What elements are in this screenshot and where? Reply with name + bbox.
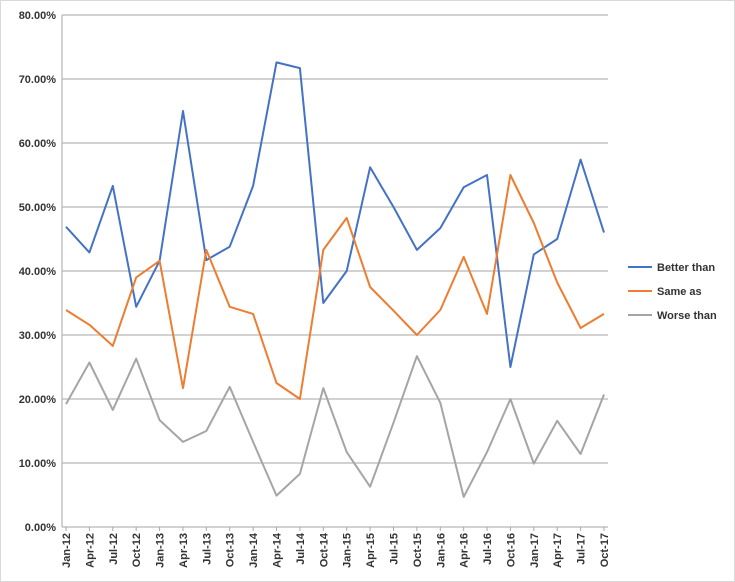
x-tick-label: Oct-15 xyxy=(412,533,424,567)
x-tick-label: Jan-13 xyxy=(155,533,167,568)
y-tick-label: 0.00% xyxy=(25,522,56,534)
y-tick-label: 40.00% xyxy=(19,266,57,278)
x-tick-label: Oct-17 xyxy=(599,533,611,567)
x-axis-tick-labels: Jan-12 Apr-12 Jul-12 Oct-12 Jan-13 Apr-13 Jul-… xyxy=(61,527,611,568)
x-tick-label: Jul-17 xyxy=(576,533,588,565)
x-tick-label: Oct-16 xyxy=(505,533,517,567)
series-lines xyxy=(65,61,605,498)
x-tick-label: Jul-16 xyxy=(482,533,494,565)
series-line-worse-than xyxy=(65,355,605,498)
x-tick-label: Jan-14 xyxy=(248,532,260,568)
x-tick-label: Jan-12 xyxy=(61,533,73,568)
x-tick-label: Apr-12 xyxy=(84,533,96,568)
x-tick-label: Jul-14 xyxy=(295,532,307,565)
x-tick-label: Apr-17 xyxy=(552,533,564,568)
x-tick-label: Jan-17 xyxy=(529,533,541,568)
y-tick-label: 20.00% xyxy=(19,394,57,406)
legend-label: Worse than xyxy=(657,310,717,322)
x-tick-label: Apr-15 xyxy=(365,533,377,568)
series-line-better-than xyxy=(65,61,605,368)
x-tick-label: Jul-15 xyxy=(388,533,400,565)
y-tick-label: 10.00% xyxy=(19,458,57,470)
x-tick-label: Oct-14 xyxy=(318,532,330,567)
series-line-same-as xyxy=(65,174,605,400)
y-tick-label: 50.00% xyxy=(19,202,57,214)
legend-label: Better than xyxy=(657,262,715,274)
legend: Better than Same as Worse than xyxy=(628,262,717,322)
x-tick-label: Apr-16 xyxy=(459,533,471,568)
x-tick-label: Jul-12 xyxy=(108,533,120,565)
x-tick-label: Jan-15 xyxy=(342,533,354,568)
x-tick-label: Apr-14 xyxy=(272,532,284,568)
legend-label: Same as xyxy=(657,286,702,298)
x-tick-label: Jul-13 xyxy=(201,533,213,565)
y-tick-label: 70.00% xyxy=(19,74,57,86)
x-tick-label: Oct-12 xyxy=(131,533,143,567)
y-axis-tick-labels: 0.00% 10.00% 20.00% 30.00% 40.00% 50.00% 60.00… xyxy=(19,10,57,534)
y-tick-label: 80.00% xyxy=(19,10,57,22)
x-tick-label: Oct-13 xyxy=(225,533,237,567)
y-tick-label: 60.00% xyxy=(19,138,57,150)
gridlines xyxy=(61,14,608,528)
y-tick-label: 30.00% xyxy=(19,330,57,342)
x-tick-label: Apr-13 xyxy=(178,533,190,568)
x-tick-label: Jan-16 xyxy=(435,533,447,568)
